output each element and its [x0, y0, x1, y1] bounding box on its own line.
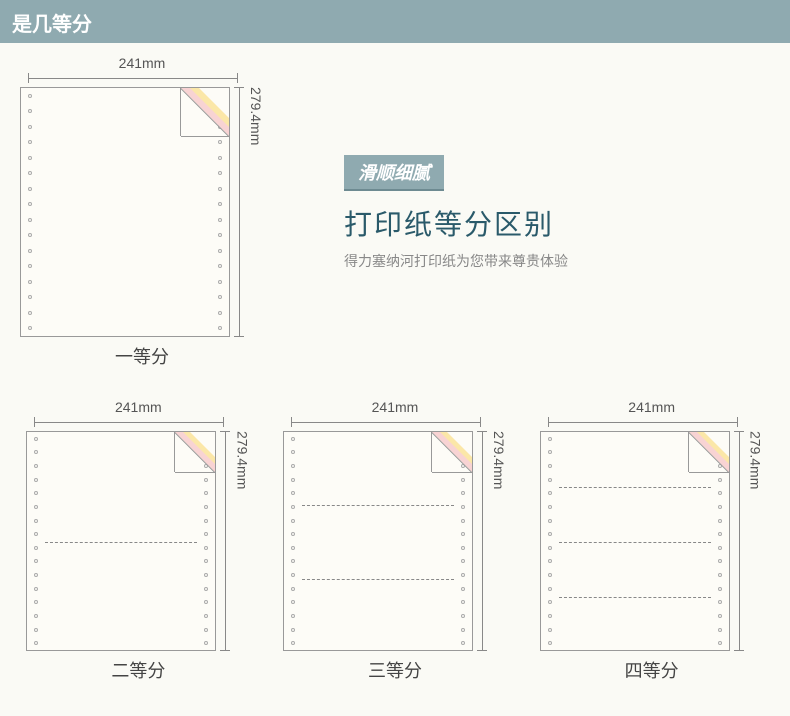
- paper-sheet: [20, 87, 230, 337]
- perforation-left: [30, 432, 42, 650]
- perforation-left: [287, 432, 299, 650]
- diagram-caption: 四等分: [540, 657, 764, 683]
- perforation-left: [24, 88, 36, 336]
- top-section: 241mm 279.4mm 一等分 滑顺细腻 打印纸等分区别 得力塞纳河打印纸为…: [0, 45, 790, 389]
- width-label: 241mm: [20, 55, 264, 71]
- diagram-4: 241mm 279.4mm 四等分: [540, 399, 764, 683]
- title: 打印纸等分区别: [344, 203, 568, 243]
- paper-sheet: [283, 431, 473, 651]
- diagram-3: 241mm 279.4mm 三等分: [283, 399, 507, 683]
- diagram-2: 241mm 279.4mm 二等分: [26, 399, 250, 683]
- perforation-left: [544, 432, 556, 650]
- width-label: 241mm: [540, 399, 764, 415]
- height-label: 279.4mm: [491, 431, 507, 651]
- height-label: 279.4mm: [248, 87, 264, 337]
- diagram-caption: 三等分: [283, 657, 507, 683]
- fold-line: [559, 542, 711, 543]
- badge: 滑顺细腻: [344, 155, 444, 191]
- fold-line: [45, 542, 197, 543]
- height-label: 279.4mm: [748, 431, 764, 651]
- subtitle: 得力塞纳河打印纸为您带来尊贵体验: [344, 251, 568, 271]
- fold-line: [302, 579, 454, 580]
- text-block: 滑顺细腻 打印纸等分区别 得力塞纳河打印纸为您带来尊贵体验: [344, 155, 568, 369]
- diagram-caption: 一等分: [20, 343, 264, 369]
- paper-sheet: [26, 431, 216, 651]
- paper-sheet: [540, 431, 730, 651]
- fold-line: [302, 505, 454, 506]
- bottom-section: 241mm 279.4mm 二等分 241mm: [0, 389, 790, 703]
- height-label: 279.4mm: [234, 431, 250, 651]
- section-header: 是几等分: [0, 0, 790, 43]
- fold-line: [559, 487, 711, 488]
- diagram-main: 241mm 279.4mm 一等分: [20, 55, 264, 369]
- width-label: 241mm: [283, 399, 507, 415]
- fold-line: [559, 597, 711, 598]
- diagram-caption: 二等分: [26, 657, 250, 683]
- width-label: 241mm: [26, 399, 250, 415]
